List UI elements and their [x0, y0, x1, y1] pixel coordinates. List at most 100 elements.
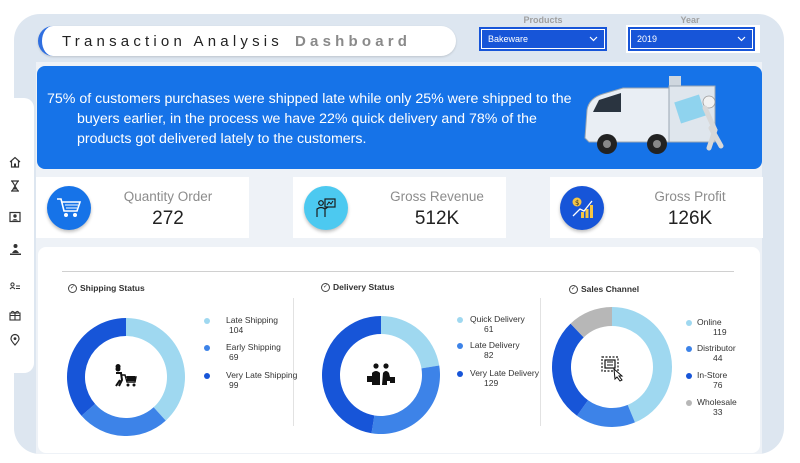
legend-value: 69 [229, 352, 239, 362]
donut-slice-distributor[interactable] [576, 400, 635, 427]
late-shipped-percent: 75% [47, 91, 76, 107]
early-shipped-percent: 25% [415, 91, 444, 107]
legend-value: 76 [713, 380, 723, 390]
shopping-cart-icon [47, 186, 91, 230]
insight-text-segment: of customers purchases were shipped late… [79, 91, 412, 107]
legend-marker [204, 373, 210, 379]
check-circle-icon: ✓ [569, 284, 578, 294]
profile-card-icon[interactable] [7, 209, 23, 225]
legend-value: 61 [484, 324, 494, 334]
insight-text-segment: quick delivery and [351, 111, 466, 127]
insight-banner: 75% of customers purchases were shipped … [37, 66, 762, 169]
left-nav [0, 98, 34, 373]
chart-title: ✓ Delivery Status [321, 282, 394, 292]
legend-marker [204, 318, 210, 324]
chart-title-text: Sales Channel [581, 284, 640, 294]
legend-marker [204, 345, 210, 351]
check-circle-icon: ✓ [321, 282, 330, 292]
donut-slice-wholesale[interactable] [570, 307, 612, 338]
donut-chart [552, 307, 672, 427]
team-icon[interactable] [7, 241, 23, 257]
page-title: Transaction Analysis Dashboard [38, 26, 456, 56]
legend-label: Late Shipping [226, 315, 278, 325]
legend-label: Very Late Shipping [226, 370, 298, 380]
legend-label: In-Store [697, 370, 728, 380]
donut-slice-early-shipping[interactable] [81, 403, 166, 436]
chart-title: ✓ Sales Channel [569, 284, 639, 294]
products-filter-value: Bakeware [488, 34, 529, 44]
donut-slice-quick-delivery[interactable] [381, 316, 440, 369]
legend-label: Wholesale [697, 397, 737, 407]
kpi-value: 126K [667, 208, 713, 229]
chart-divider [293, 298, 294, 426]
title-primary: Transaction Analysis [62, 32, 284, 50]
delivery-van-icon [584, 76, 724, 154]
profit-growth-icon: $ [560, 186, 604, 230]
panel-divider-line [62, 271, 734, 272]
legend-label: Online [697, 317, 722, 327]
insight-text: 75% of customers purchases were shipped … [47, 89, 587, 149]
legend-value: 119 [713, 327, 727, 337]
legend-marker [686, 320, 692, 326]
chart-title: ✓ Shipping Status [68, 283, 145, 293]
kpi-gross-revenue: Gross Revenue 512K [293, 177, 506, 238]
legend-value: 99 [229, 380, 239, 390]
late-delivery-percent: 78% [469, 111, 498, 127]
kpi-gross-profit: $ Gross Profit 126K [550, 177, 763, 238]
kpi-value: 272 [152, 208, 184, 229]
year-filter-value: 2019 [637, 34, 658, 44]
quick-delivery-percent: 22% [319, 111, 348, 127]
insight-text-segment: buyers earlier, in the process we have [77, 111, 316, 127]
legend-value: 44 [713, 353, 723, 363]
title-secondary: Dashboard [295, 32, 412, 50]
donut-slice-very-late-delivery[interactable] [322, 316, 381, 434]
donut-slice-very-late-shipping[interactable] [67, 318, 126, 416]
legend-label: Early Shipping [226, 342, 281, 352]
products-filter-label: Products [523, 15, 563, 25]
legend-label: Very Late Delivery [470, 368, 539, 378]
legend-marker [457, 371, 463, 377]
legend-label: Distributor [697, 343, 736, 353]
donut-slice-online[interactable] [612, 307, 672, 423]
legend-marker [457, 317, 463, 323]
legend-marker [457, 343, 463, 349]
year-filter-label: Year [680, 15, 700, 25]
revenue-presentation-icon [304, 186, 348, 230]
insight-text-segment: products got delivered lately to the cus… [77, 131, 367, 147]
legend-marker [686, 373, 692, 379]
online-shopping-icon [601, 356, 624, 382]
user-list-icon[interactable] [7, 279, 23, 295]
chart-divider [540, 298, 541, 426]
home-icon[interactable] [7, 154, 23, 170]
donut-chart [322, 316, 440, 434]
legend-label: Quick Delivery [470, 314, 525, 324]
donut-slice-late-shipping[interactable] [126, 318, 185, 421]
legend-marker [686, 346, 692, 352]
legend-marker [686, 400, 692, 406]
donut-slice-late-delivery[interactable] [371, 365, 440, 434]
legend-value: 129 [484, 378, 499, 388]
hourglass-icon[interactable] [7, 178, 23, 194]
kpi-label: Quantity Order [123, 189, 213, 204]
check-circle-icon: ✓ [68, 283, 77, 293]
legend-value: 33 [713, 407, 723, 417]
products-filter-dropdown[interactable]: Bakeware [479, 27, 607, 51]
kpi-label: Gross Profit [654, 189, 726, 204]
legend-value: 104 [229, 325, 244, 335]
person-cart-icon [115, 364, 137, 387]
gift-icon[interactable] [7, 307, 23, 323]
donut-slice-in-store[interactable] [552, 323, 589, 416]
insight-text-segment: of the [501, 111, 537, 127]
kpi-label: Gross Revenue [390, 189, 484, 204]
shoppers-icon [367, 363, 395, 385]
kpi-value: 512K [414, 208, 460, 229]
insight-text-segment: were shipped to the [447, 91, 572, 107]
svg-text:$: $ [575, 199, 579, 207]
kpi-quantity-order: Quantity Order 272 [36, 177, 249, 238]
chart-title-text: Shipping Status [80, 283, 145, 293]
year-filter-dropdown[interactable]: 2019 [628, 27, 755, 51]
chart-title-text: Delivery Status [333, 282, 395, 292]
location-pin-icon[interactable] [7, 332, 23, 348]
legend-label: Late Delivery [470, 340, 520, 350]
chevron-down-icon [589, 34, 598, 44]
